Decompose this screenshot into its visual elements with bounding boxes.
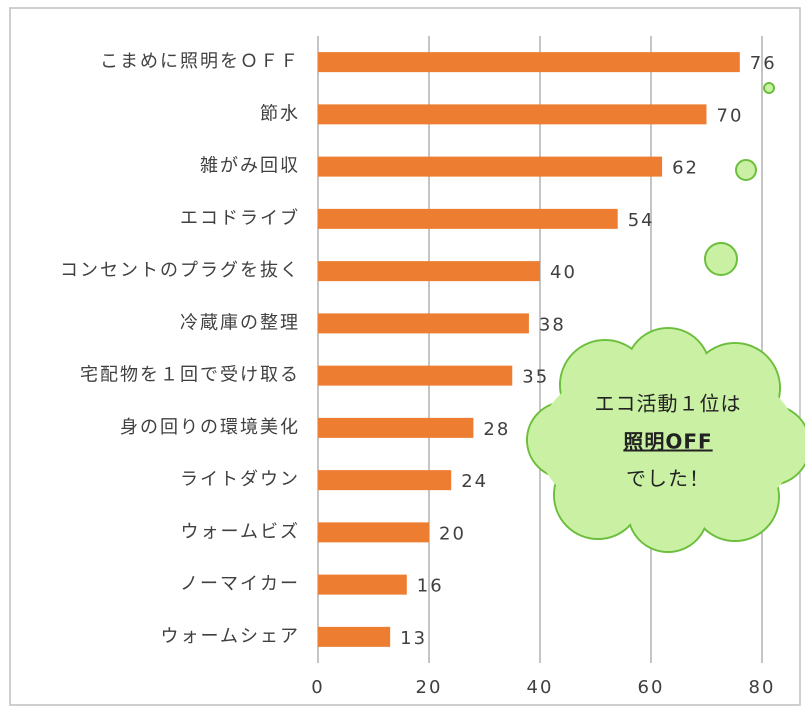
bar xyxy=(318,261,540,281)
y-tick-label: コンセントのプラグを抜く xyxy=(60,260,300,281)
y-tick-label: 身の回りの環境美化 xyxy=(120,417,300,438)
x-tick-label: 0 xyxy=(311,677,324,698)
y-tick-label: 節水 xyxy=(260,103,300,124)
data-label: 76 xyxy=(750,53,777,74)
data-label: 13 xyxy=(400,628,427,649)
y-tick-label: ノーマイカー xyxy=(180,574,300,595)
data-label: 54 xyxy=(628,210,655,231)
bar xyxy=(318,470,451,490)
data-label: 24 xyxy=(461,471,488,492)
bar xyxy=(318,313,529,333)
data-label: 38 xyxy=(539,314,566,335)
data-label: 20 xyxy=(439,523,466,544)
x-tick-label: 80 xyxy=(749,677,776,698)
y-tick-label: 雑がみ回収 xyxy=(200,156,300,177)
y-tick-label: ウォームビズ xyxy=(181,521,300,542)
callout-text: エコ活動１位は xyxy=(595,392,742,416)
callout-text: でした！ xyxy=(626,467,710,491)
bar xyxy=(318,575,407,595)
x-tick-label: 20 xyxy=(416,677,443,698)
bubble xyxy=(736,160,756,180)
x-tick-label: 60 xyxy=(638,677,665,698)
y-tick-label: こまめに照明をＯＦＦ xyxy=(100,51,300,72)
y-tick-label: ウォームシェア xyxy=(161,626,300,647)
bubble xyxy=(764,83,774,93)
y-tick-label: ライトダウン xyxy=(180,469,300,490)
data-label: 28 xyxy=(483,419,510,440)
data-label: 40 xyxy=(550,262,577,283)
bar xyxy=(318,627,390,647)
data-label: 70 xyxy=(717,105,744,126)
bar xyxy=(318,209,618,229)
x-tick-label: 40 xyxy=(527,677,554,698)
callout-text: 照明OFF xyxy=(623,430,712,454)
bar xyxy=(318,104,707,124)
y-tick-label: 冷蔵庫の整理 xyxy=(180,312,300,333)
data-label: 62 xyxy=(672,158,699,179)
bar xyxy=(318,366,512,386)
data-label: 16 xyxy=(417,576,444,597)
chart: 0 20 40 60 80 こまめに照明をＯＦＦ 76 節水 70 雑がみ回収 62 エコドライブ 54… xyxy=(0,0,805,713)
bar xyxy=(318,157,662,177)
bubble xyxy=(705,243,737,275)
bar xyxy=(318,52,740,72)
data-label: 35 xyxy=(522,367,549,388)
y-tick-label: 宅配物を１回で受け取る xyxy=(80,365,300,386)
bar xyxy=(318,522,429,542)
bar xyxy=(318,418,473,438)
y-tick-label: エコドライブ xyxy=(180,207,300,229)
